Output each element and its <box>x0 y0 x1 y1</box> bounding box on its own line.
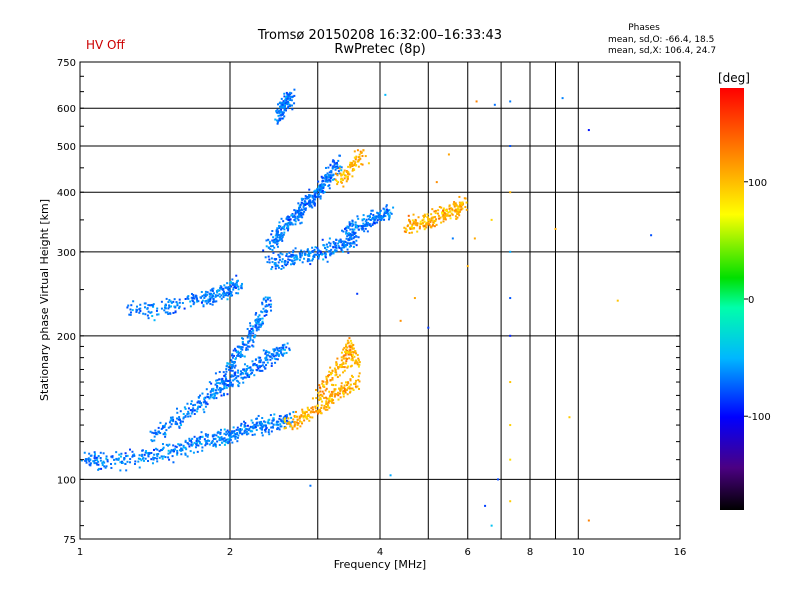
colorbar <box>720 88 744 510</box>
grid-lines <box>80 62 680 539</box>
y-tick-label: 200 <box>57 332 76 343</box>
y-tick-label: 500 <box>57 142 76 153</box>
y-tick-label: 600 <box>57 104 76 115</box>
colorbar-tick-label: -100 <box>748 412 771 423</box>
colorbar-ticks: 100 0 -100 <box>744 178 771 423</box>
colorbar-tick-label: 0 <box>748 295 754 306</box>
x-tick-label: 16 <box>674 547 687 558</box>
y-tick-label: 400 <box>57 188 76 199</box>
chart-title: Tromsø 20150208 16:32:00–16:33:43 <box>257 28 502 43</box>
y-axis-label: Stationary phase Virtual Height [km] <box>38 199 51 401</box>
y-tick-label: 750 <box>57 58 76 69</box>
stats-x-mode: mean, sd,X: 106.4, 24.7 <box>608 46 716 56</box>
stats-o-mode: mean, sd,O: -66.4, 18.5 <box>608 35 714 45</box>
x-tick-label: 2 <box>227 547 233 558</box>
x-axis-ticks: 1 2 4 6 8 10 16 <box>77 547 687 558</box>
y-tick-label: 75 <box>63 535 76 546</box>
colorbar-label: [deg] <box>718 71 750 85</box>
x-tick-label: 4 <box>377 547 383 558</box>
data-points <box>80 88 653 527</box>
stats-title: Phases <box>628 23 660 33</box>
x-tick-label: 8 <box>527 547 533 558</box>
colorbar-tick-label: 100 <box>748 178 767 189</box>
x-tick-label: 10 <box>572 547 585 558</box>
x-axis-label: Frequency [MHz] <box>334 558 426 571</box>
hv-status-label: HV Off <box>86 38 125 52</box>
y-tick-label: 100 <box>57 475 76 486</box>
chart-subtitle: RwPretec (8p) <box>334 42 425 57</box>
x-tick-label: 6 <box>465 547 471 558</box>
y-axis-ticks: 75 100 200 300 400 500 600 750 <box>57 58 680 546</box>
y-tick-label: 300 <box>57 248 76 259</box>
x-tick-label: 1 <box>77 547 83 558</box>
